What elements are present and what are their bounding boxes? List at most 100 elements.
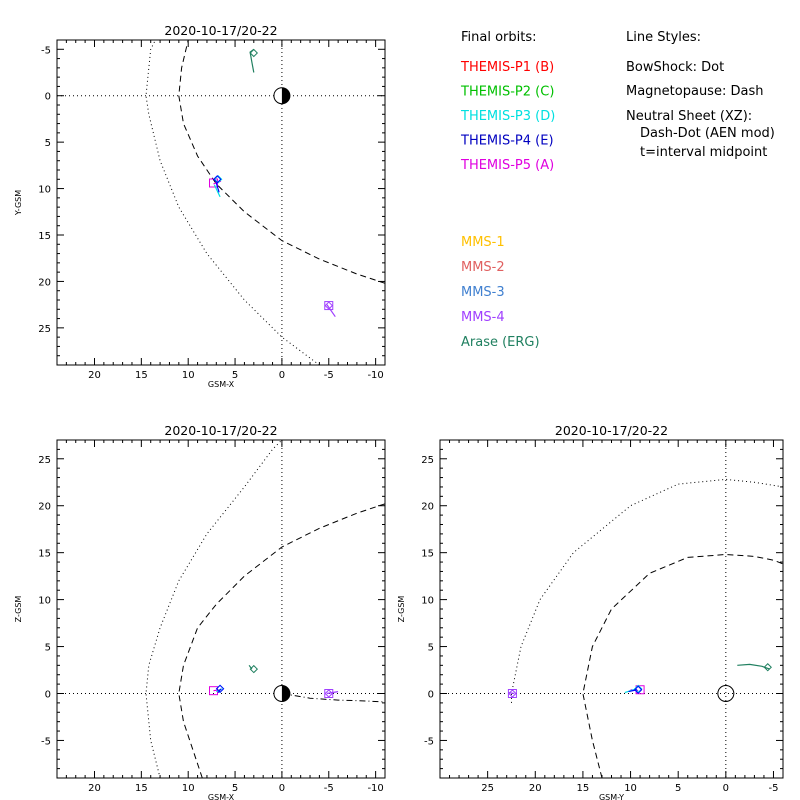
magnetopause-curve — [178, 40, 385, 284]
y-axis-label: Z-GSM — [397, 596, 406, 623]
x-tick-label: 5 — [675, 783, 681, 794]
plot-frame — [56, 439, 386, 779]
x-tick-label: 0 — [279, 783, 285, 794]
plot-panel-3: 2020-10-17/20-22 25 20 15 10 5 0 -5 -5 0 5 10 15 20 25… — [397, 423, 784, 800]
legend-item-themis-p2-c: THEMIS-P2 (C) — [460, 85, 554, 100]
y-tick-label: 25 — [421, 455, 434, 466]
plot-content — [145, 440, 385, 778]
x-tick-label: -10 — [367, 783, 383, 794]
legend: Final orbits: THEMIS-P1 (B) THEMIS-P2 (C) T… — [460, 30, 775, 350]
x-axis-label: GSM-X — [208, 793, 235, 800]
x-tick-label: 20 — [529, 783, 542, 794]
y-tick-label: 15 — [38, 231, 51, 242]
y-tick-label: 20 — [38, 502, 51, 513]
plot-title: 2020-10-17/20-22 — [164, 423, 277, 438]
y-tick-label: 5 — [45, 138, 51, 149]
y-tick-label: 5 — [428, 643, 434, 654]
y-tick-label: -5 — [424, 736, 434, 747]
plot-content — [507, 478, 783, 778]
legend-item-arase-erg: Arase (ERG) — [461, 335, 540, 350]
arase-erg-track — [737, 663, 770, 670]
themis-p3-marker — [213, 175, 223, 184]
mms-4-marker — [508, 689, 517, 698]
y-tick-label: 20 — [38, 277, 51, 288]
y-tick-label: 10 — [421, 596, 434, 607]
mms-4-marker — [324, 689, 333, 698]
legend-item-themis-p5-a: THEMIS-P5 (A) — [460, 158, 554, 173]
x-tick-label: -5 — [324, 370, 334, 381]
x-tick-label: 15 — [577, 783, 590, 794]
x-tick-label: 0 — [723, 783, 729, 794]
themis-p4-marker — [633, 685, 643, 694]
legend-style-5: t=interval midpoint — [640, 145, 767, 160]
earth-night-side — [281, 87, 290, 104]
themis-p3-track — [213, 184, 221, 198]
themis-p4-marker — [215, 684, 225, 694]
legend-item-mms-4: MMS-4 — [461, 310, 505, 325]
magnetopause-curve — [582, 553, 783, 778]
y-tick-label: 25 — [38, 324, 51, 335]
bow-shock-curve — [145, 440, 283, 778]
y-tick-label: -5 — [41, 45, 51, 56]
y-tick-label: 0 — [45, 92, 51, 103]
x-tick-label: -5 — [324, 783, 334, 794]
legend-item-themis-p4-e: THEMIS-P4 (E) — [460, 134, 554, 149]
x-tick-label: 20 — [88, 370, 101, 381]
y-tick-label: 0 — [428, 690, 434, 701]
x-tick-label: 10 — [182, 370, 195, 381]
x-tick-label: 10 — [624, 783, 637, 794]
arase-erg-marker — [249, 48, 259, 58]
y-tick-label: 15 — [38, 549, 51, 560]
themis-p4-track — [628, 689, 638, 693]
x-tick-label: -10 — [367, 370, 383, 381]
y-tick-label: 10 — [38, 185, 51, 196]
plot-panel-1: 2020-10-17/20-22 20 15 10 5 0 -5 -10 -5 0 5 10 15 20 2… — [14, 23, 386, 389]
plot-content — [145, 40, 385, 365]
themis-p4-track — [215, 182, 220, 193]
legend-style-1: BowShock: Dot — [626, 60, 724, 75]
y-axis-label: Y-GSM — [14, 190, 23, 216]
x-tick-label: -5 — [768, 783, 778, 794]
x-tick-label: 15 — [135, 783, 148, 794]
arase-erg-marker — [763, 663, 772, 672]
themis-p4-marker — [213, 175, 222, 184]
x-tick-label: 15 — [135, 370, 148, 381]
x-tick-label: 10 — [182, 783, 195, 794]
bow-shock-curve — [145, 40, 320, 365]
legend-line-styles-title: Line Styles: — [626, 30, 701, 45]
earth-night-side — [281, 685, 290, 702]
y-tick-label: 15 — [421, 549, 434, 560]
x-axis-label: GSM-Y — [599, 793, 624, 800]
plot-title: 2020-10-17/20-22 — [555, 423, 668, 438]
y-tick-label: 10 — [38, 596, 51, 607]
x-axis-label: GSM-X — [208, 380, 235, 389]
y-tick-label: 20 — [421, 502, 434, 513]
earth-symbol — [717, 685, 735, 702]
plot-title: 2020-10-17/20-22 — [164, 23, 277, 38]
mms-4-track — [326, 304, 336, 318]
plot-frame — [56, 39, 386, 366]
x-tick-label: 25 — [481, 783, 494, 794]
x-tick-label: 5 — [232, 370, 238, 381]
themis-p4-track — [217, 688, 222, 693]
legend-item-themis-p3-d: THEMIS-P3 (D) — [460, 109, 555, 124]
themis-p3-marker — [633, 684, 643, 694]
legend-style-2: Magnetopause: Dash — [626, 84, 763, 99]
bow-shock-curve — [511, 478, 783, 703]
legend-item-mms-3: MMS-3 — [461, 285, 505, 300]
plot-panel-2: 2020-10-17/20-22 20 15 10 5 0 -5 -10 -5 0 5 10 15 20 2… — [14, 423, 386, 800]
mms-4-marker — [324, 301, 333, 310]
neutral-sheet-curve — [281, 693, 385, 703]
legend-item-mms-1: MMS-1 — [461, 235, 505, 250]
y-tick-label: 5 — [45, 643, 51, 654]
plot-frame — [439, 439, 784, 779]
x-tick-label: 0 — [279, 370, 285, 381]
legend-item-mms-2: MMS-2 — [461, 260, 505, 275]
x-tick-label: 20 — [88, 783, 101, 794]
x-tick-label: 5 — [232, 783, 238, 794]
arase-erg-marker — [249, 664, 259, 674]
legend-style-3: Neutral Sheet (XZ): — [626, 109, 752, 124]
y-axis-label: Z-GSM — [14, 596, 23, 623]
y-tick-label: -5 — [41, 736, 51, 747]
